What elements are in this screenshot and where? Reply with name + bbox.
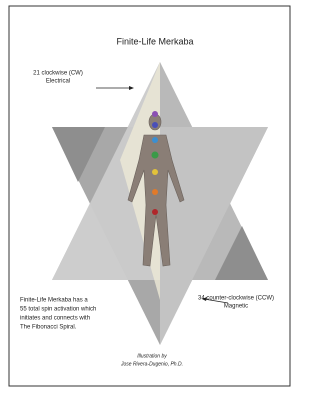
- credit: Illustration by: [137, 353, 167, 359]
- chakra: [152, 152, 159, 159]
- cw-label: 21 clockwise (CW): [33, 71, 83, 77]
- caption: Finite-Life Merkaba has a: [20, 298, 88, 304]
- title: Finite-Life Merkaba: [116, 36, 193, 46]
- caption: The Fibonacci Spiral.: [20, 325, 77, 331]
- chakra: [152, 169, 158, 175]
- caption: initiates and connects with: [20, 316, 90, 322]
- chakra: [152, 137, 158, 143]
- ccw-label: Magnetic: [224, 304, 248, 310]
- chakra: [152, 209, 158, 215]
- credit: Jose Rivera-Dugenio, Ph.D.: [120, 361, 183, 367]
- chakra: [152, 111, 158, 117]
- chakra: [152, 189, 158, 195]
- caption: 55 total spin activation which: [20, 307, 96, 313]
- ccw-label: 34 counter-clockwise (CCW): [198, 296, 274, 302]
- page: Finite-Life Merkaba 21 clockwise (CW) El…: [0, 0, 298, 394]
- chakra: [152, 122, 158, 128]
- cw-label: Electrical: [46, 79, 70, 85]
